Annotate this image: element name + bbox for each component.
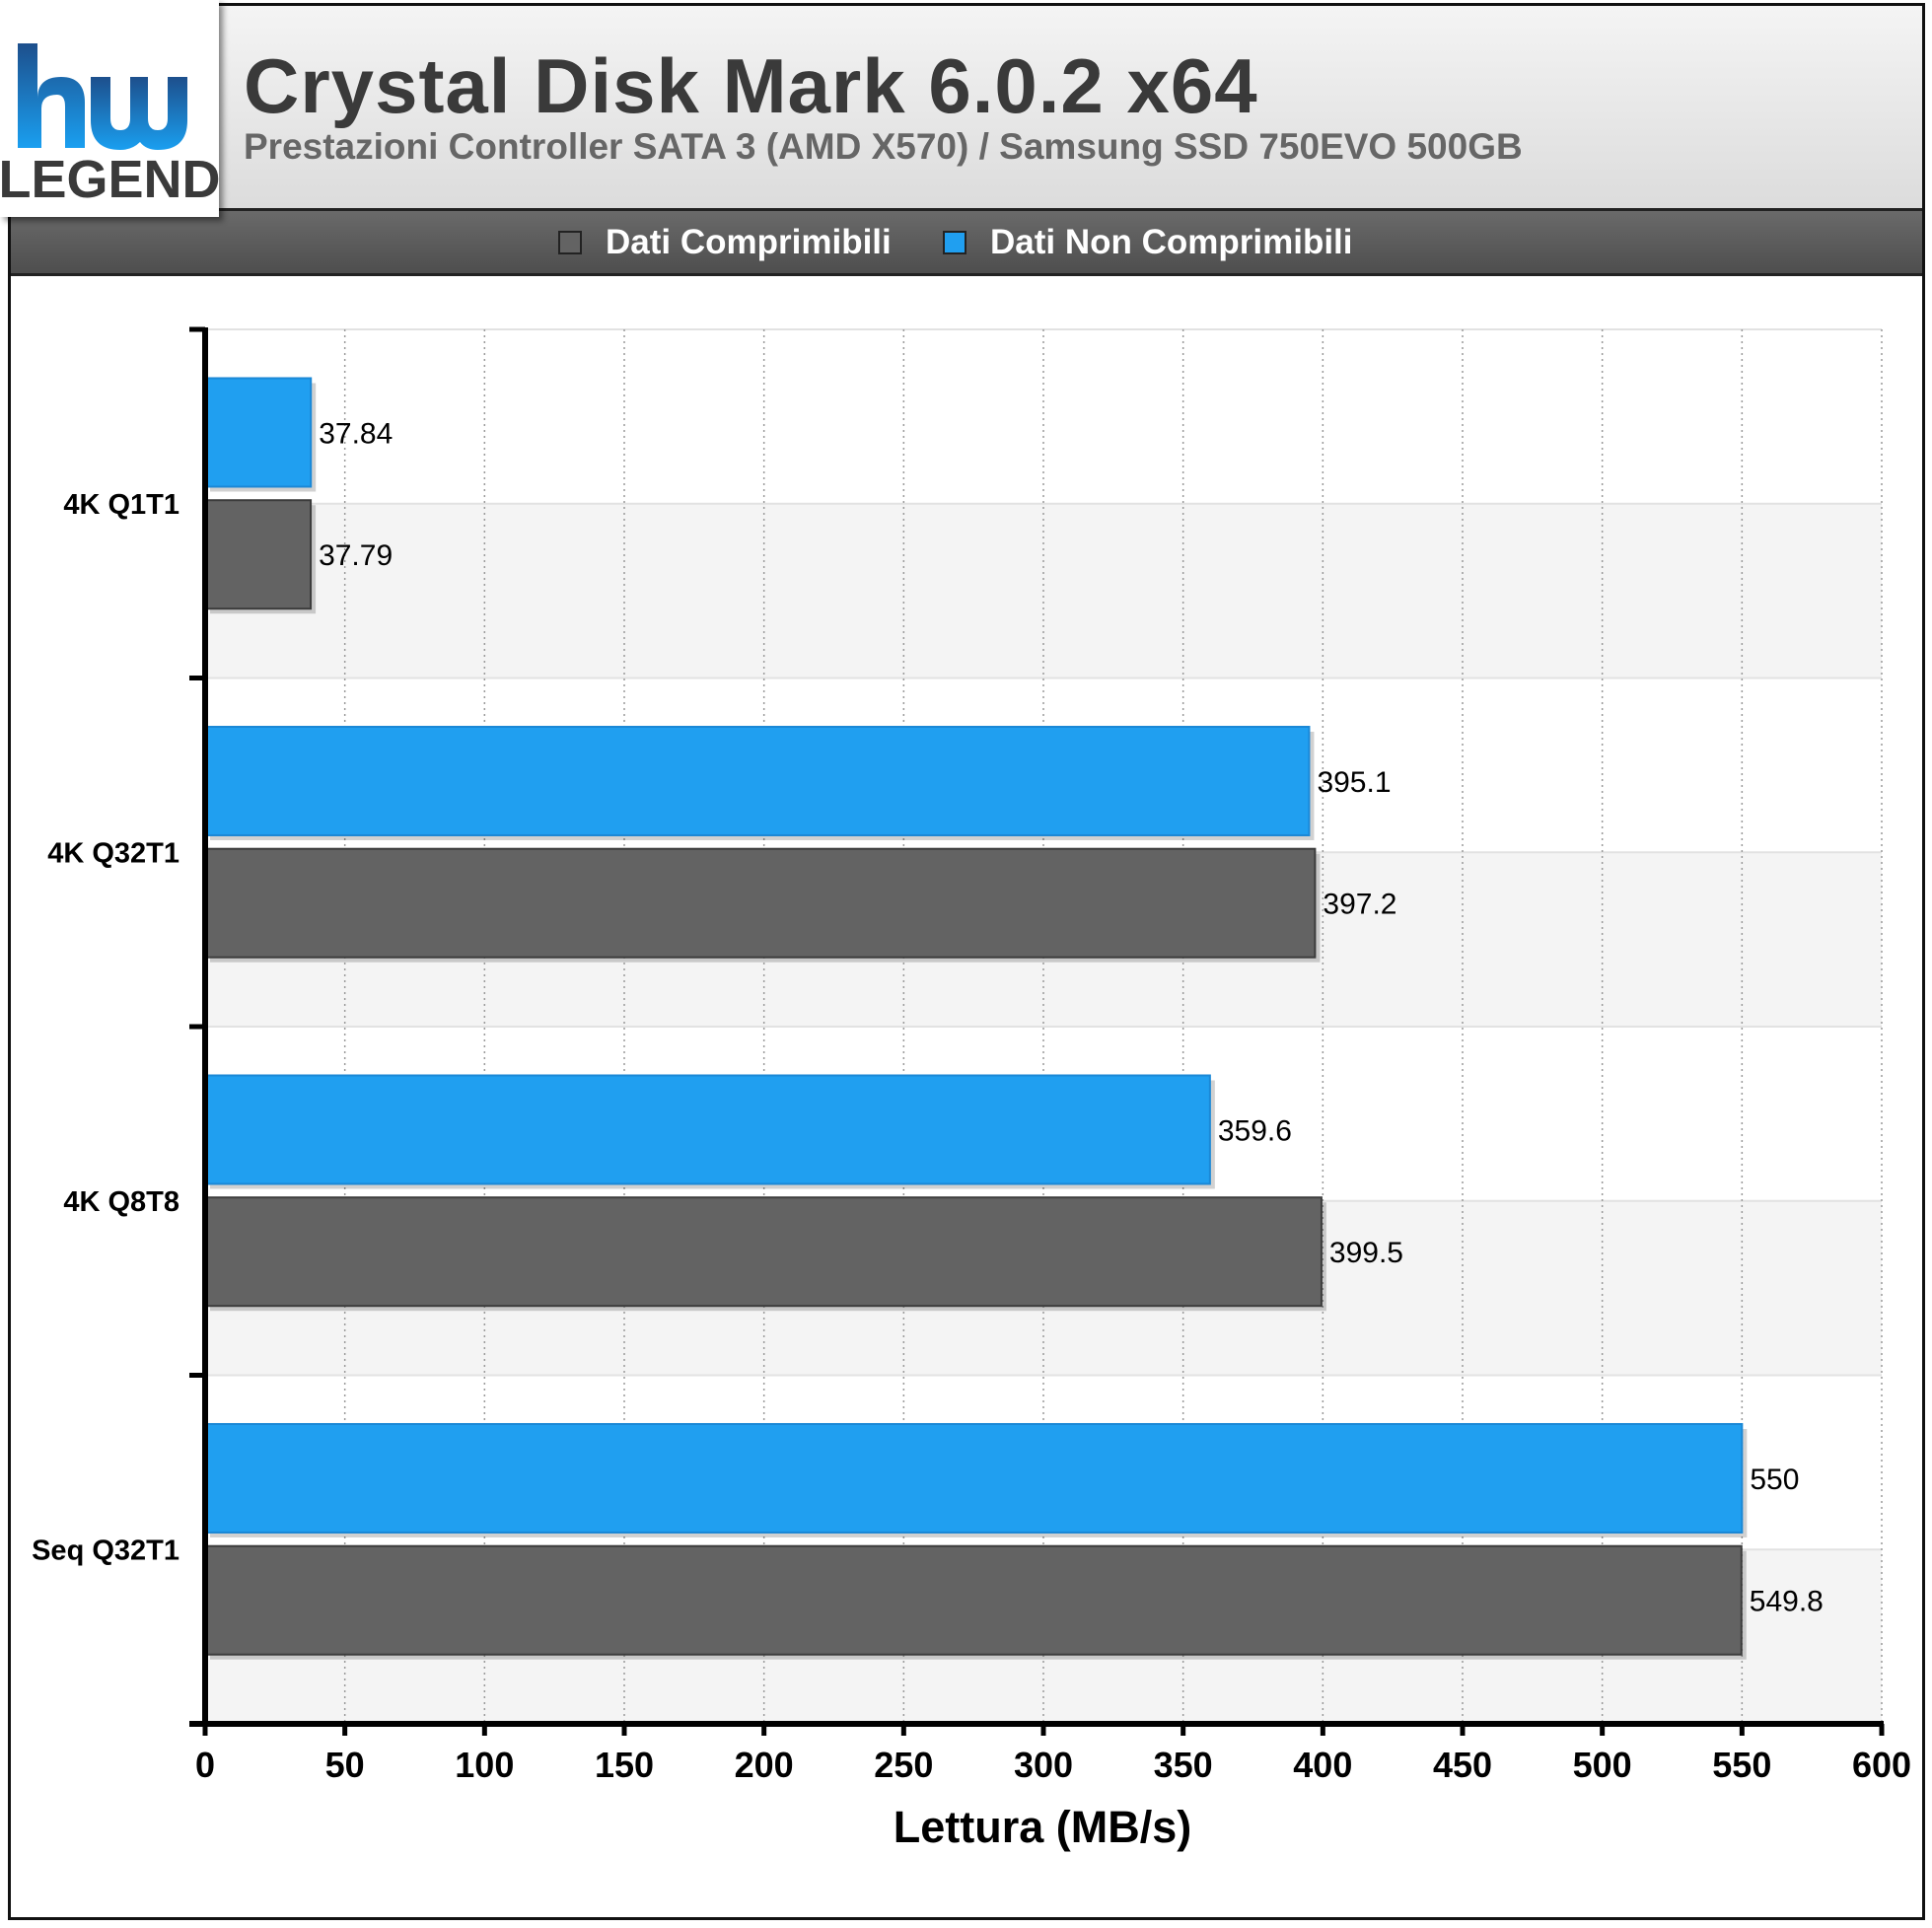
bar-compressible <box>204 1196 1323 1308</box>
x-tick-label: 50 <box>325 1745 365 1785</box>
chart-subtitle: Prestazioni Controller SATA 3 (AMD X570)… <box>244 126 1523 167</box>
bar-value-label: 550 <box>1750 1464 1799 1496</box>
x-tick-label: 0 <box>195 1745 215 1785</box>
bar-value-label: 395.1 <box>1317 766 1391 799</box>
legend-bar: Dati Comprimibili Dati Non Comprimibili <box>11 211 1922 276</box>
x-tick-label: 150 <box>595 1745 654 1785</box>
legend-swatch-compressible <box>558 230 582 254</box>
bar-value-label: 37.79 <box>319 539 393 572</box>
bar-value-label: 399.5 <box>1329 1237 1403 1269</box>
bar-incompressible <box>204 1074 1211 1185</box>
bar-compressible <box>204 1544 1743 1656</box>
x-tick-label: 400 <box>1293 1745 1352 1785</box>
legend-item-compressible: Dati Comprimibili <box>558 211 892 273</box>
bar-value-label: 397.2 <box>1323 889 1396 921</box>
logo-text: LEGEND <box>0 150 219 209</box>
legend-swatch-incompressible <box>943 230 966 254</box>
x-tick-label: 600 <box>1852 1745 1911 1785</box>
legend-label-compressible: Dati Comprimibili <box>606 222 892 261</box>
bar-incompressible <box>204 377 313 488</box>
bar-incompressible <box>204 1422 1744 1534</box>
bar-compressible <box>204 847 1317 959</box>
chart-title: Crystal Disk Mark 6.0.2 x64 <box>244 42 1258 129</box>
x-tick-label: 450 <box>1433 1745 1492 1785</box>
bar-value-label: 37.84 <box>319 417 393 450</box>
legend-label-incompressible: Dati Non Comprimibili <box>990 222 1353 261</box>
plot-band <box>205 329 1882 504</box>
x-tick-label: 250 <box>874 1745 933 1785</box>
x-tick-label: 100 <box>455 1745 514 1785</box>
x-tick-label: 550 <box>1712 1745 1771 1785</box>
bar-value-label: 549.8 <box>1750 1586 1824 1618</box>
bar-value-label: 359.6 <box>1218 1114 1292 1147</box>
category-label: 4K Q32T1 <box>47 837 179 869</box>
x-tick-label: 350 <box>1154 1745 1213 1785</box>
x-tick-label: 200 <box>735 1745 794 1785</box>
bar-incompressible <box>204 725 1311 836</box>
chart-header: Crystal Disk Mark 6.0.2 x64 Prestazioni … <box>11 6 1922 211</box>
hwlegend-logo: LEGEND <box>0 0 219 217</box>
x-tick-label: 500 <box>1573 1745 1632 1785</box>
x-axis-title: Lettura (MB/s) <box>894 1802 1192 1852</box>
category-label: 4K Q8T8 <box>63 1186 179 1218</box>
bar-compressible <box>204 499 313 610</box>
x-tick-label: 300 <box>1014 1745 1073 1785</box>
category-label: Seq Q32T1 <box>32 1535 179 1566</box>
legend-item-incompressible: Dati Non Comprimibili <box>943 211 1353 273</box>
category-label: 4K Q1T1 <box>63 489 179 521</box>
